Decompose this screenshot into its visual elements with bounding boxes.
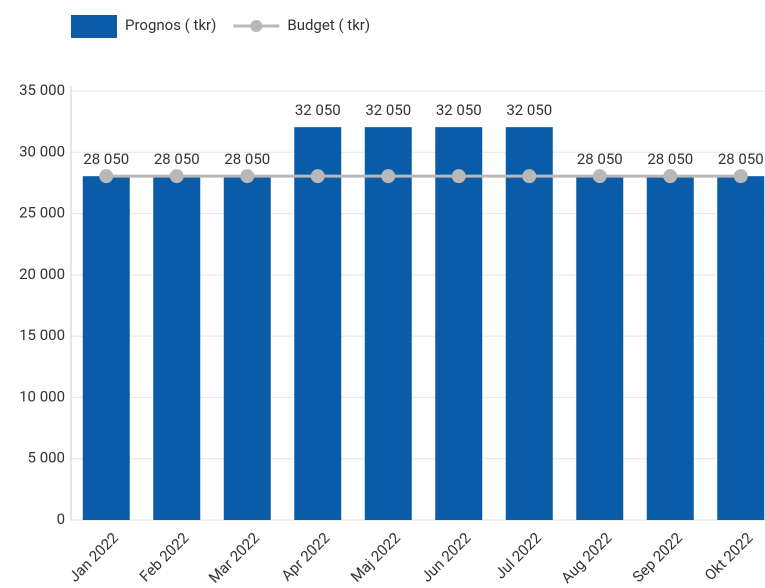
x-tick-label: Mar 2022 bbox=[205, 529, 263, 587]
x-tick-label: Sep 2022 bbox=[629, 529, 686, 586]
budget-marker bbox=[592, 169, 607, 184]
budget-marker bbox=[99, 169, 114, 184]
x-tick-label: Jun 2022 bbox=[418, 529, 475, 586]
budget-marker bbox=[240, 169, 255, 184]
y-tick-label: 0 bbox=[57, 510, 65, 528]
budget-marker bbox=[310, 169, 325, 184]
budget-marker bbox=[169, 169, 184, 184]
data-label: 28 050 bbox=[154, 150, 200, 168]
x-tick-label: Aug 2022 bbox=[558, 529, 616, 587]
y-tick-label: 35 000 bbox=[19, 81, 65, 99]
x-tick-label: Jan 2022 bbox=[65, 529, 122, 586]
x-tick-label: Apr 2022 bbox=[278, 529, 334, 585]
bar bbox=[505, 127, 553, 520]
y-tick-label: 20 000 bbox=[19, 265, 65, 283]
data-label: 32 050 bbox=[365, 101, 411, 119]
x-tick-label: Okt 2022 bbox=[701, 529, 756, 584]
budget-marker bbox=[381, 169, 396, 184]
data-label: 28 050 bbox=[577, 150, 623, 168]
bar bbox=[435, 127, 483, 520]
data-label: 28 050 bbox=[647, 150, 693, 168]
data-label: 28 050 bbox=[718, 150, 764, 168]
y-tick-label: 30 000 bbox=[19, 142, 65, 160]
bar bbox=[153, 176, 201, 521]
data-label: 28 050 bbox=[83, 150, 129, 168]
data-label: 32 050 bbox=[295, 101, 341, 119]
y-tick-label: 10 000 bbox=[19, 387, 65, 405]
bar bbox=[294, 127, 342, 520]
legend-swatch bbox=[71, 15, 117, 38]
bar bbox=[223, 176, 271, 521]
data-label: 32 050 bbox=[506, 101, 552, 119]
legend-marker bbox=[250, 20, 263, 32]
bar bbox=[82, 176, 130, 521]
y-tick-label: 25 000 bbox=[19, 204, 65, 222]
bar bbox=[364, 127, 412, 520]
y-tick-label: 15 000 bbox=[19, 326, 65, 344]
bar bbox=[717, 176, 765, 521]
y-tick-label: 5 000 bbox=[28, 449, 65, 467]
bar bbox=[576, 176, 624, 521]
data-label: 28 050 bbox=[224, 150, 270, 168]
budget-marker bbox=[663, 169, 678, 184]
budget-marker bbox=[733, 169, 748, 184]
x-tick-label: Feb 2022 bbox=[136, 529, 193, 586]
legend-label: Prognos ( tkr) bbox=[125, 16, 216, 34]
bar bbox=[646, 176, 694, 521]
data-label: 32 050 bbox=[436, 101, 482, 119]
x-tick-label: Maj 2022 bbox=[347, 529, 404, 586]
legend-label: Budget ( tkr) bbox=[287, 16, 370, 34]
budget-marker bbox=[522, 169, 537, 184]
budget-marker bbox=[451, 169, 466, 184]
x-tick-label: Jul 2022 bbox=[491, 529, 544, 582]
